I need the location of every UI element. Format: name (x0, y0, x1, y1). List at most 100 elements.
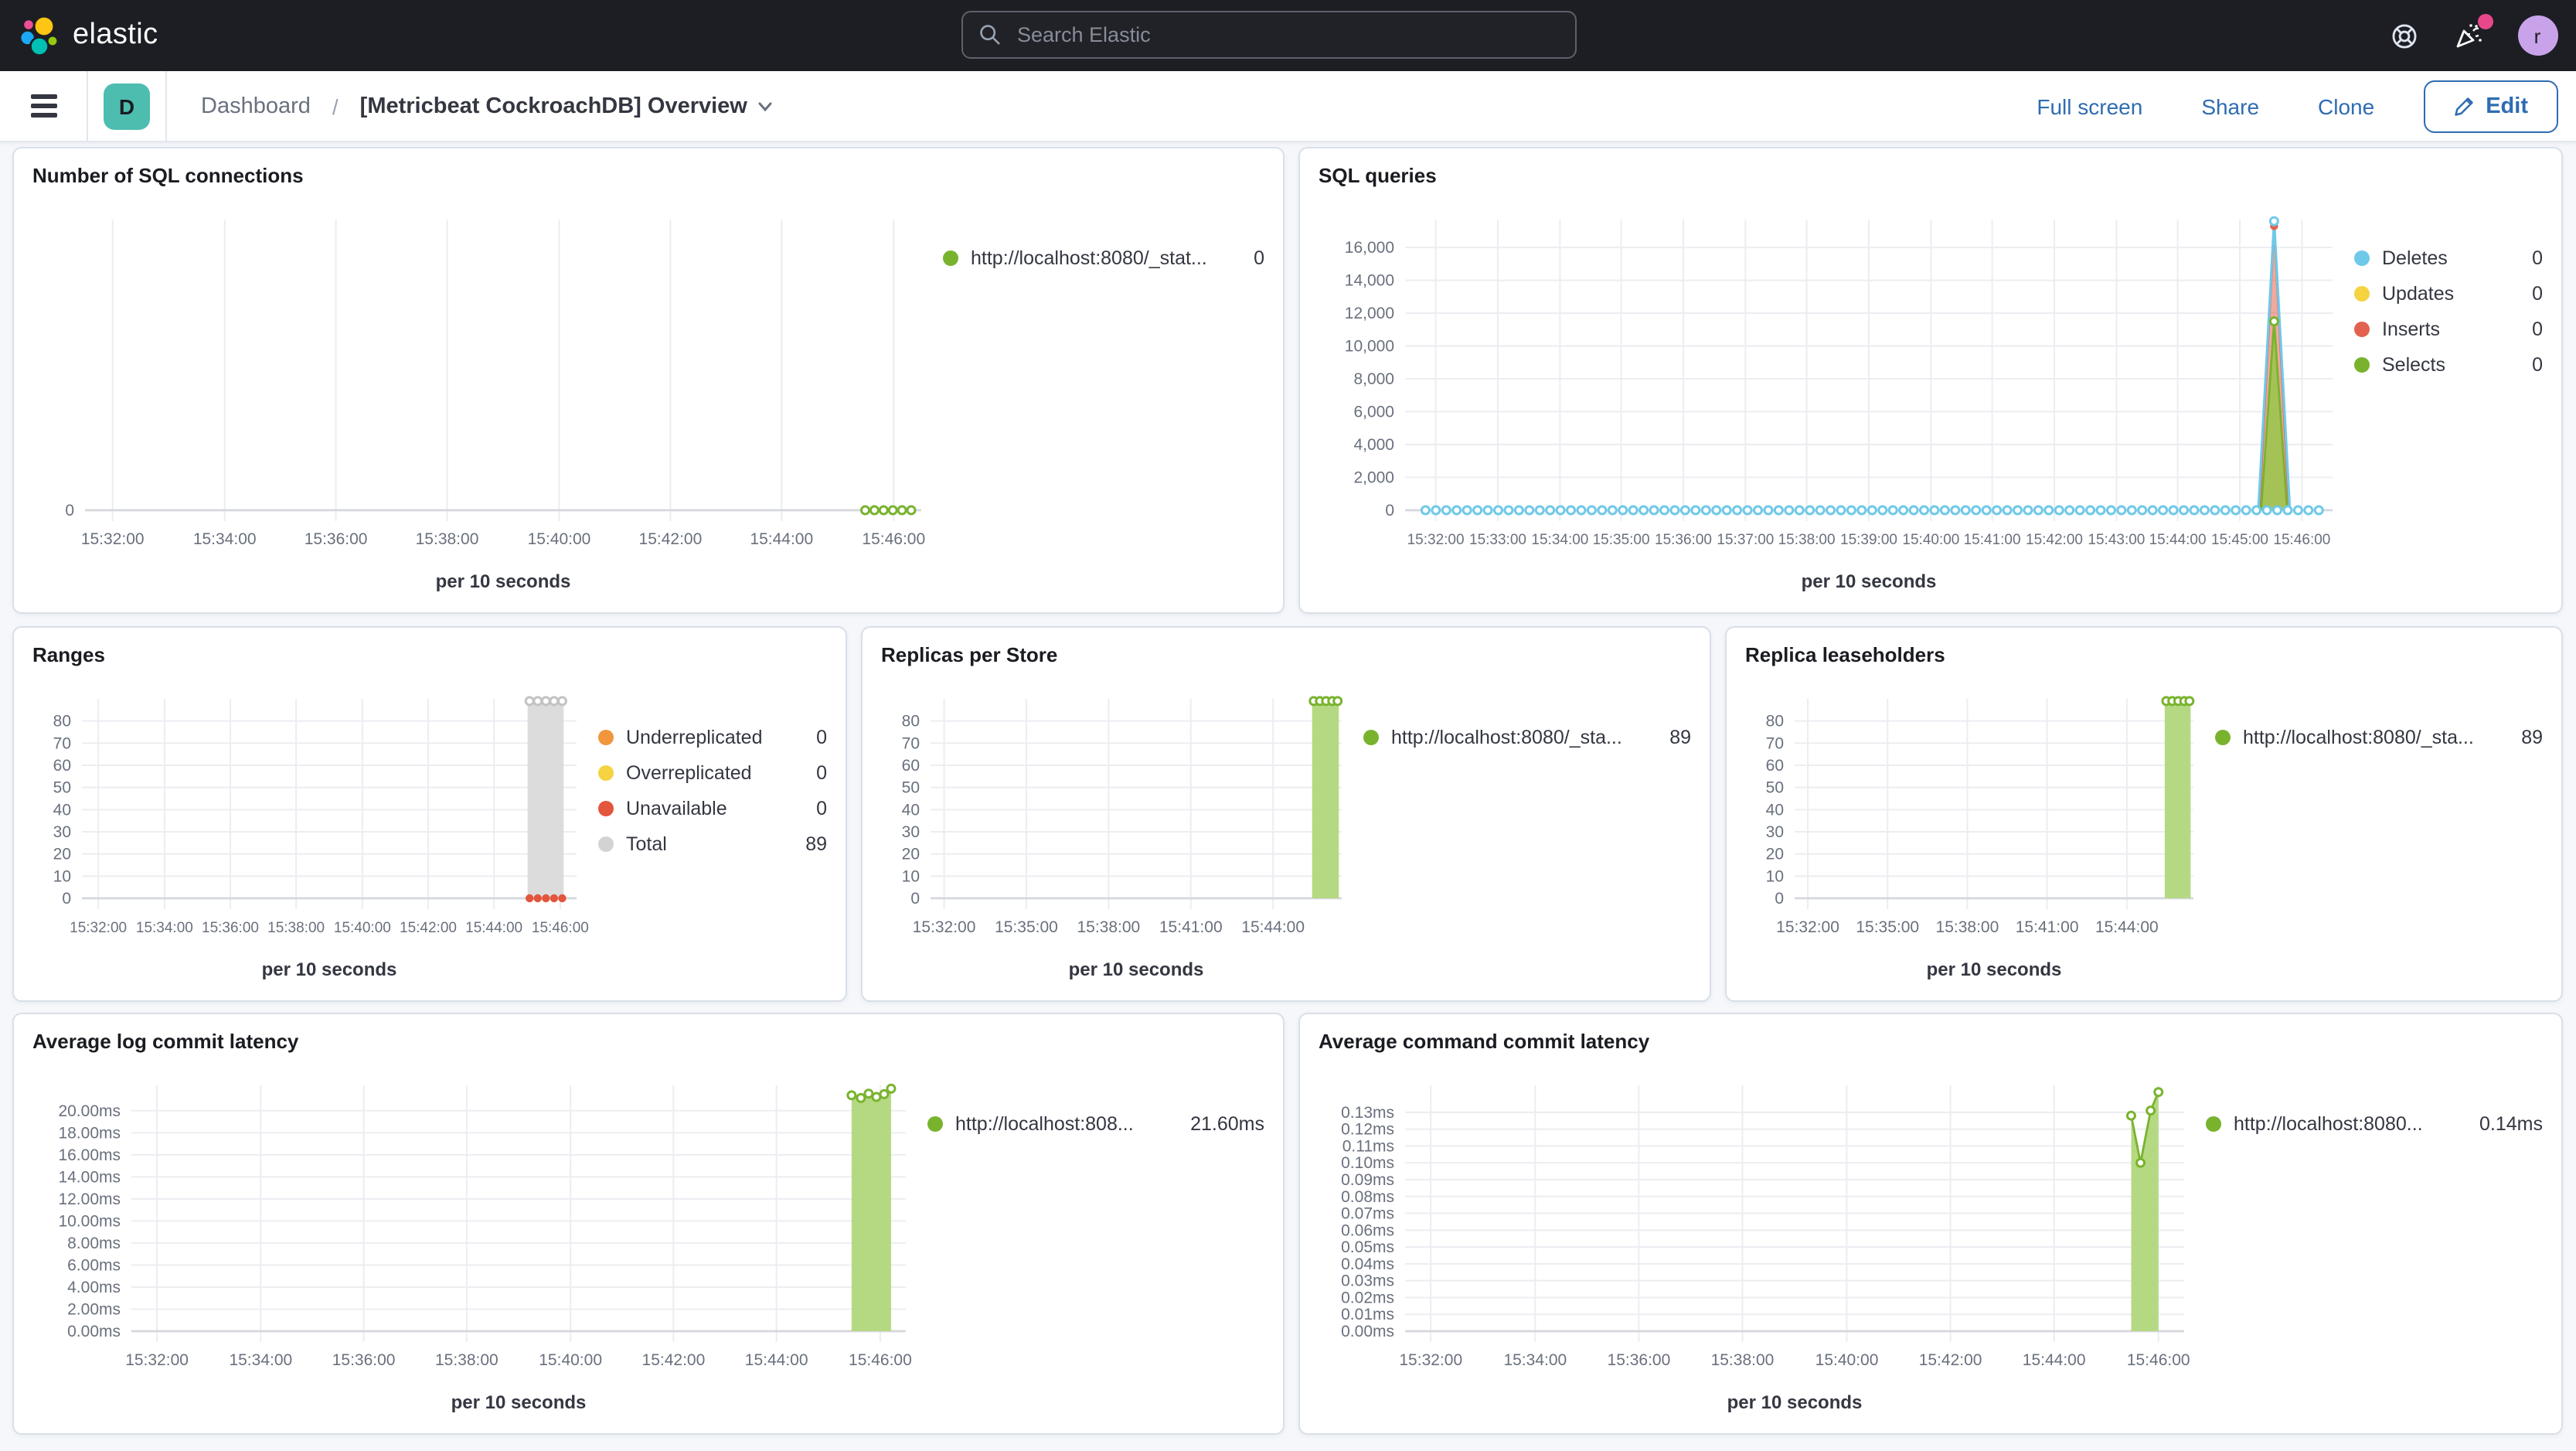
legend-series-dot-icon (2215, 730, 2231, 745)
svg-text:15:44:00: 15:44:00 (2023, 1351, 2086, 1369)
page-title: [Metricbeat CockroachDB] Overview (359, 94, 747, 118)
svg-text:0: 0 (62, 890, 71, 908)
legend-item[interactable]: http://localhost:808... 21.60ms (927, 1113, 1264, 1135)
panel-number-of-sql-connections: Number of SQL connections 15:32:00 15:34:… (12, 147, 1285, 614)
legend-item[interactable]: Underreplicated 0 (598, 727, 827, 748)
svg-text:15:32:00: 15:32:00 (125, 1351, 189, 1369)
svg-text:60: 60 (53, 757, 71, 775)
breadcrumb-dashboard-link[interactable]: Dashboard (192, 92, 320, 120)
panel-title[interactable]: Ranges (32, 643, 105, 666)
navbar-right: r (2389, 14, 2557, 56)
svg-text:per 10 seconds: per 10 seconds (1069, 959, 1204, 980)
svg-text:50: 50 (53, 779, 71, 797)
edit-button[interactable]: Edit (2424, 80, 2557, 132)
panel-title[interactable]: SQL queries (1319, 164, 1437, 187)
svg-text:15:38:00: 15:38:00 (1077, 918, 1140, 936)
svg-text:0: 0 (65, 502, 74, 519)
chart-legend: http://localhost:8080/_sta... 89 (1363, 674, 1691, 988)
help-button[interactable] (2389, 21, 2418, 50)
chart-canvas[interactable]: 15:32:00 15:34:00 15:36:00 15:38:00 15:40:00… (32, 674, 598, 988)
svg-text:0.00ms: 0.00ms (1341, 1323, 1394, 1340)
svg-text:16.00ms: 16.00ms (58, 1146, 121, 1164)
svg-text:0: 0 (1775, 890, 1784, 908)
legend-item[interactable]: http://localhost:8080... 0.14ms (2206, 1113, 2543, 1135)
svg-text:15:42:00: 15:42:00 (2026, 532, 2083, 548)
svg-text:12.00ms: 12.00ms (58, 1190, 121, 1208)
elastic-logo-icon (19, 15, 60, 56)
legend-series-label: Updates (2382, 283, 2455, 305)
search-input[interactable] (1014, 22, 1560, 48)
legend-series-label: Underreplicated (626, 727, 763, 748)
panel-title[interactable]: Replica leaseholders (1745, 643, 1945, 666)
dashboard-app-badge[interactable]: D (104, 83, 150, 129)
svg-text:15:32:00: 15:32:00 (1776, 918, 1839, 936)
panel-replicas-per-store: Replicas per Store 15:32:00 15:35:00 15:38… (861, 626, 1711, 1002)
svg-text:15:32:00: 15:32:00 (81, 530, 145, 548)
menu-button[interactable] (19, 80, 71, 132)
chart-canvas[interactable]: 15:32:00 15:34:00 15:36:00 15:38:00 15:40:00… (1319, 1061, 2206, 1421)
legend-item[interactable]: Selects 0 (2354, 354, 2543, 376)
panel-title[interactable]: Number of SQL connections (32, 164, 304, 187)
legend-item[interactable]: Updates 0 (2354, 283, 2543, 305)
legend-item[interactable]: http://localhost:8080/_stat... 0 (943, 247, 1264, 269)
svg-text:15:43:00: 15:43:00 (2088, 532, 2145, 548)
legend-series-value: 89 (805, 833, 827, 855)
panel-ranges: Ranges 15:32:00 15:34:00 15:36:00 15:38:00 1… (12, 626, 847, 1002)
svg-text:15:42:00: 15:42:00 (642, 1351, 706, 1369)
legend-item[interactable]: Unavailable 0 (598, 798, 827, 819)
svg-text:0.04ms: 0.04ms (1341, 1255, 1394, 1273)
user-avatar[interactable]: r (2517, 15, 2557, 56)
top-navbar: elastic (0, 0, 2576, 71)
svg-text:0.13ms: 0.13ms (1341, 1104, 1394, 1122)
full-screen-button[interactable]: Full screen (2027, 92, 2152, 120)
svg-text:15:32:00: 15:32:00 (1407, 532, 1465, 548)
elastic-logo[interactable]: elastic (19, 15, 158, 56)
newsfeed-button[interactable] (2452, 14, 2493, 51)
panel-title[interactable]: Average command commit latency (1319, 1030, 1650, 1053)
chart-canvas[interactable]: 15:32:00 15:34:00 15:36:00 15:38:00 15:40:00… (32, 1061, 927, 1421)
chart-canvas[interactable]: 15:32:00 15:35:00 15:38:00 15:41:00 15:44:00… (881, 674, 1363, 988)
legend-item[interactable]: http://localhost:8080/_sta... 89 (1363, 727, 1691, 748)
legend-series-value: 21.60ms (1190, 1113, 1264, 1135)
pencil-icon (2455, 97, 2473, 115)
dashboard-title-button[interactable]: [Metricbeat CockroachDB] Overview (351, 92, 784, 120)
chart-canvas[interactable]: 15:32:00 15:34:00 15:36:00 15:38:00 15:40:00… (32, 195, 943, 600)
svg-text:per 10 seconds: per 10 seconds (1927, 959, 2062, 980)
chevron-down-icon (759, 101, 773, 111)
svg-text:0.00ms: 0.00ms (67, 1323, 121, 1340)
svg-text:15:41:00: 15:41:00 (1159, 918, 1223, 936)
svg-text:15:42:00: 15:42:00 (639, 530, 703, 548)
svg-text:15:41:00: 15:41:00 (1964, 532, 2021, 548)
svg-text:0.01ms: 0.01ms (1341, 1306, 1394, 1323)
svg-text:15:44:00: 15:44:00 (465, 920, 522, 936)
legend-item[interactable]: Total 89 (598, 833, 827, 855)
legend-series-dot-icon (2354, 286, 2370, 301)
legend-item[interactable]: Overreplicated 0 (598, 762, 827, 784)
svg-text:40: 40 (53, 801, 71, 819)
legend-series-value: 0 (1254, 247, 1264, 269)
svg-text:6,000: 6,000 (1353, 404, 1394, 421)
svg-text:15:36:00: 15:36:00 (202, 920, 259, 936)
panel-title[interactable]: Replicas per Store (881, 643, 1058, 666)
legend-item[interactable]: http://localhost:8080/_sta... 89 (2215, 727, 2543, 748)
panel-title[interactable]: Average log commit latency (32, 1030, 299, 1053)
legend-series-label: Unavailable (626, 798, 727, 819)
svg-text:15:46:00: 15:46:00 (849, 1351, 912, 1369)
dashboard-toolbar: D Dashboard / [Metricbeat CockroachDB] O… (0, 70, 2576, 142)
global-search[interactable] (961, 11, 1577, 59)
legend-item[interactable]: Inserts 0 (2354, 318, 2543, 340)
share-button[interactable]: Share (2192, 92, 2268, 120)
svg-text:0.08ms: 0.08ms (1341, 1188, 1394, 1206)
svg-text:0.02ms: 0.02ms (1341, 1289, 1394, 1306)
legend-series-value: 0 (816, 798, 827, 819)
svg-text:15:32:00: 15:32:00 (1399, 1351, 1462, 1369)
svg-text:per 10 seconds: per 10 seconds (436, 571, 571, 592)
svg-text:15:37:00: 15:37:00 (1717, 532, 1774, 548)
chart-canvas[interactable]: 15:32:00 15:33:00 15:34:00 15:35:00 15:36:00… (1319, 195, 2354, 600)
chart-legend: http://localhost:808... 21.60ms (927, 1061, 1264, 1421)
clone-button[interactable]: Clone (2309, 92, 2384, 120)
svg-text:15:44:00: 15:44:00 (745, 1351, 808, 1369)
panel-average-command-commit-latency: Average command commit latency 15:32:00 1… (1298, 1013, 2563, 1435)
chart-canvas[interactable]: 15:32:00 15:35:00 15:38:00 15:41:00 15:44:00… (1745, 674, 2215, 988)
legend-item[interactable]: Deletes 0 (2354, 247, 2543, 269)
